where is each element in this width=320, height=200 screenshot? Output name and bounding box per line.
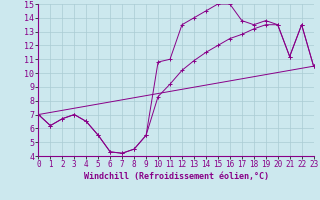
X-axis label: Windchill (Refroidissement éolien,°C): Windchill (Refroidissement éolien,°C) [84,172,268,181]
